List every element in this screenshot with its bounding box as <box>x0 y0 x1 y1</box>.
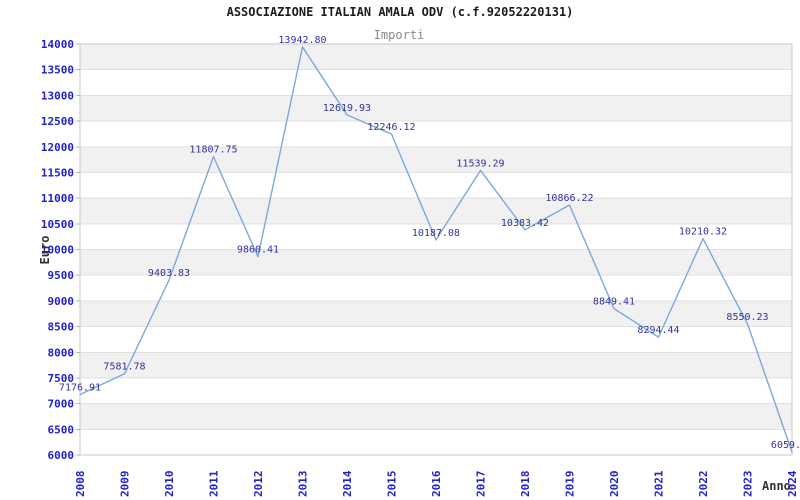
point-label: 9860.41 <box>237 245 279 256</box>
plot-band <box>80 300 792 327</box>
plot-band <box>80 146 792 173</box>
point-label: 7581.78 <box>103 362 145 373</box>
plot-band <box>80 95 792 122</box>
y-tick-label: 9500 <box>48 269 75 282</box>
y-tick-label: 6000 <box>48 449 75 462</box>
x-tick-label: 2016 <box>430 470 443 497</box>
point-label: 8550.23 <box>726 312 768 323</box>
x-tick-label: 2013 <box>297 471 310 498</box>
y-tick-label: 13500 <box>41 64 74 77</box>
x-tick-label: 2015 <box>386 471 399 498</box>
point-label: 10866.22 <box>545 193 593 204</box>
x-tick-label: 2008 <box>74 471 87 498</box>
y-tick-label: 8500 <box>48 321 75 334</box>
plot-band <box>80 44 792 70</box>
point-label: 9403.83 <box>148 268 190 279</box>
x-tick-label: 2024 <box>786 470 799 497</box>
point-label: 8849.41 <box>593 297 635 308</box>
chart-title: ASSOCIAZIONE ITALIAN AMALA ODV (c.f.9205… <box>227 5 574 19</box>
y-tick-label: 11500 <box>41 166 74 179</box>
y-tick-label: 13000 <box>41 89 74 102</box>
y-tick-label: 7500 <box>48 372 75 385</box>
point-label: 6059.00 <box>771 440 800 451</box>
y-tick-label: 12000 <box>41 141 74 154</box>
y-tick-label: 11000 <box>41 192 74 205</box>
point-label: 7176.91 <box>59 383 101 394</box>
point-label: 12619.93 <box>323 103 371 114</box>
point-label: 11539.29 <box>456 158 504 169</box>
plot-band <box>80 352 792 378</box>
y-tick-label: 14000 <box>41 38 74 51</box>
plot-bands <box>80 44 792 430</box>
plot-band <box>80 403 792 430</box>
y-tick-label: 7000 <box>48 398 75 411</box>
x-tick-label: 2012 <box>252 471 265 498</box>
x-axis-tick-labels: 2008 2009 2010 2011 2012 2013 2014 2015 2016 2017… <box>74 470 799 497</box>
plot-band <box>80 249 792 276</box>
point-label: 10187.08 <box>412 228 460 239</box>
point-label: 13942.80 <box>278 35 326 46</box>
y-tick-label: 8000 <box>48 346 75 359</box>
plot-band <box>80 198 792 224</box>
x-tick-label: 2010 <box>163 471 176 498</box>
chart-subtitle: Importi <box>374 28 425 42</box>
point-label: 8294.44 <box>637 325 679 336</box>
y-axis-title: Euro <box>38 236 52 265</box>
point-label: 10210.32 <box>679 227 727 238</box>
y-axis-tick-labels: 6000 6500 7000 7500 8000 8500 9000 9500 10000 105… <box>41 38 80 462</box>
x-tick-label: 2023 <box>742 471 755 498</box>
y-tick-label: 10500 <box>41 218 74 231</box>
point-label: 11807.75 <box>189 145 237 156</box>
x-tick-label: 2009 <box>119 471 132 498</box>
point-label: 12246.12 <box>367 122 415 133</box>
x-tick-label: 2011 <box>208 470 221 497</box>
y-tick-label: 12500 <box>41 115 74 128</box>
x-tick-label: 2018 <box>519 471 532 498</box>
y-tick-label: 10000 <box>41 244 74 257</box>
series-polyline <box>79 46 793 453</box>
x-axis-title: Anno <box>762 479 791 493</box>
x-tick-label: 2020 <box>608 471 621 498</box>
x-tick-label: 2021 <box>653 470 666 497</box>
data-series-line <box>79 46 793 453</box>
x-tick-label: 2014 <box>341 470 354 497</box>
point-label: 10383.42 <box>501 218 549 229</box>
x-tick-label: 2019 <box>564 471 577 498</box>
y-tick-label: 9000 <box>48 295 75 308</box>
x-tick-label: 2022 <box>697 471 710 498</box>
x-tick-label: 2017 <box>475 471 488 498</box>
y-tick-label: 6500 <box>48 423 75 436</box>
